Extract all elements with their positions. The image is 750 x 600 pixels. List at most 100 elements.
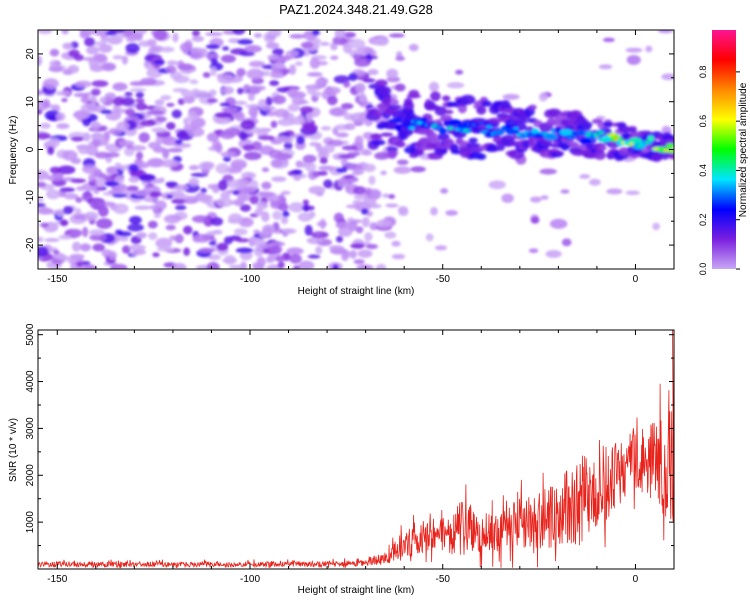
heatmap-cell [104,92,116,100]
heatmap-cell [295,61,303,67]
heatmap-cell [108,189,122,195]
x-tick-label: -150 [47,574,67,585]
heatmap-cell [391,118,402,123]
y-tick-label: 3000 [25,417,36,440]
heatmap-cell [376,219,392,228]
heatmap-cell [146,38,157,47]
heatmap-cell [272,210,283,220]
heatmap-cell [172,32,179,43]
heatmap-cell [345,204,361,209]
heatmap-cell [229,264,247,269]
heatmap-cell [286,247,304,255]
heatmap-cell [528,104,537,111]
heatmap-cell [304,224,313,236]
heatmap-cell [579,137,592,145]
heatmap-cell [657,30,674,34]
heatmap-cell [42,98,51,108]
heatmap-cell [82,226,89,238]
heatmap-cell [94,151,110,159]
heatmap-cell [200,187,207,194]
heatmap-cell [189,50,204,60]
heatmap-cell [178,63,194,71]
heatmap-cell [602,37,615,43]
heatmap-cell [667,149,674,154]
heatmap-cell [254,208,264,216]
heatmap-cell [69,253,85,260]
heatmap-cell [408,126,416,129]
heatmap-cell [514,119,529,124]
heatmap-cell [625,190,640,196]
heatmap-cell [271,176,287,182]
heatmap-cell [243,151,262,161]
heatmap-cell [100,109,112,114]
heatmap-cell [112,203,129,215]
y-tick-label: 5000 [25,323,36,346]
heatmap-cell [108,250,117,260]
heatmap-cell [62,42,73,50]
heatmap-cell [531,128,539,135]
heatmap-cell [135,151,144,160]
heatmap-cell [328,245,344,251]
heatmap-cell [230,159,248,170]
heatmap-cell [343,81,351,88]
snr-x-axis-label: Height of straight line (km) [298,585,415,596]
heatmap-cell [352,186,367,195]
heatmap-cell [334,30,346,39]
heatmap-cell [272,48,284,56]
heatmap-cell [465,142,481,148]
heatmap-cell [44,238,60,243]
heatmap-cell [270,120,278,129]
heatmap-cell [360,149,373,156]
heatmap-cell [382,193,390,198]
heatmap-cell [57,165,76,175]
heatmap-cell [368,204,382,209]
heatmap-cell [129,145,147,151]
heatmap-cell [268,30,282,36]
heatmap-cell [253,33,263,38]
heatmap-cell [237,178,250,188]
heatmap-cell [296,135,305,145]
x-tick-label: -50 [436,274,451,285]
heatmap-cell [356,264,374,269]
heatmap-cell [135,91,145,99]
heatmap-cell [154,99,165,106]
heatmap-cell [349,249,357,259]
heatmap-cell [38,202,46,208]
heatmap-cell [220,131,236,140]
heatmap-cell [332,36,347,45]
heatmap-cell [539,168,557,175]
heatmap-cell [248,106,259,118]
spectrogram-y-axis: -20 -10 0 10 20 [25,29,674,270]
heatmap-cell [112,96,125,107]
heatmap-cell [234,100,247,106]
heatmap-cell [428,81,440,92]
heatmap-cell [92,243,105,252]
heatmap-cell [278,193,285,200]
heatmap-cell [106,166,119,175]
snr-y-axis-label: SNR (10 * v/v) [8,418,19,482]
heatmap-cell [486,143,498,152]
heatmap-cell [598,145,607,151]
heatmap-cell [248,179,259,191]
heatmap-cell [311,91,322,97]
heatmap-cell [183,247,191,256]
heatmap-cell [275,255,286,262]
heatmap-cell [437,133,450,141]
heatmap-cell [183,198,198,205]
heatmap-cell [665,143,674,149]
y-tick-label: 10 [25,96,36,108]
heatmap-cell [270,159,283,168]
heatmap-cell [89,234,107,241]
heatmap-cell [174,204,187,211]
heatmap-cell [156,246,175,252]
heatmap-cell [220,191,231,200]
heatmap-cell [90,95,97,105]
heatmap-cell [71,241,82,252]
heatmap-cell [222,46,230,51]
heatmap-cell [90,121,102,132]
heatmap-cell [210,217,224,226]
heatmap-cell [661,73,674,81]
heatmap-cell [272,95,287,105]
heatmap-cell [347,151,361,157]
heatmap-cell [61,98,68,103]
